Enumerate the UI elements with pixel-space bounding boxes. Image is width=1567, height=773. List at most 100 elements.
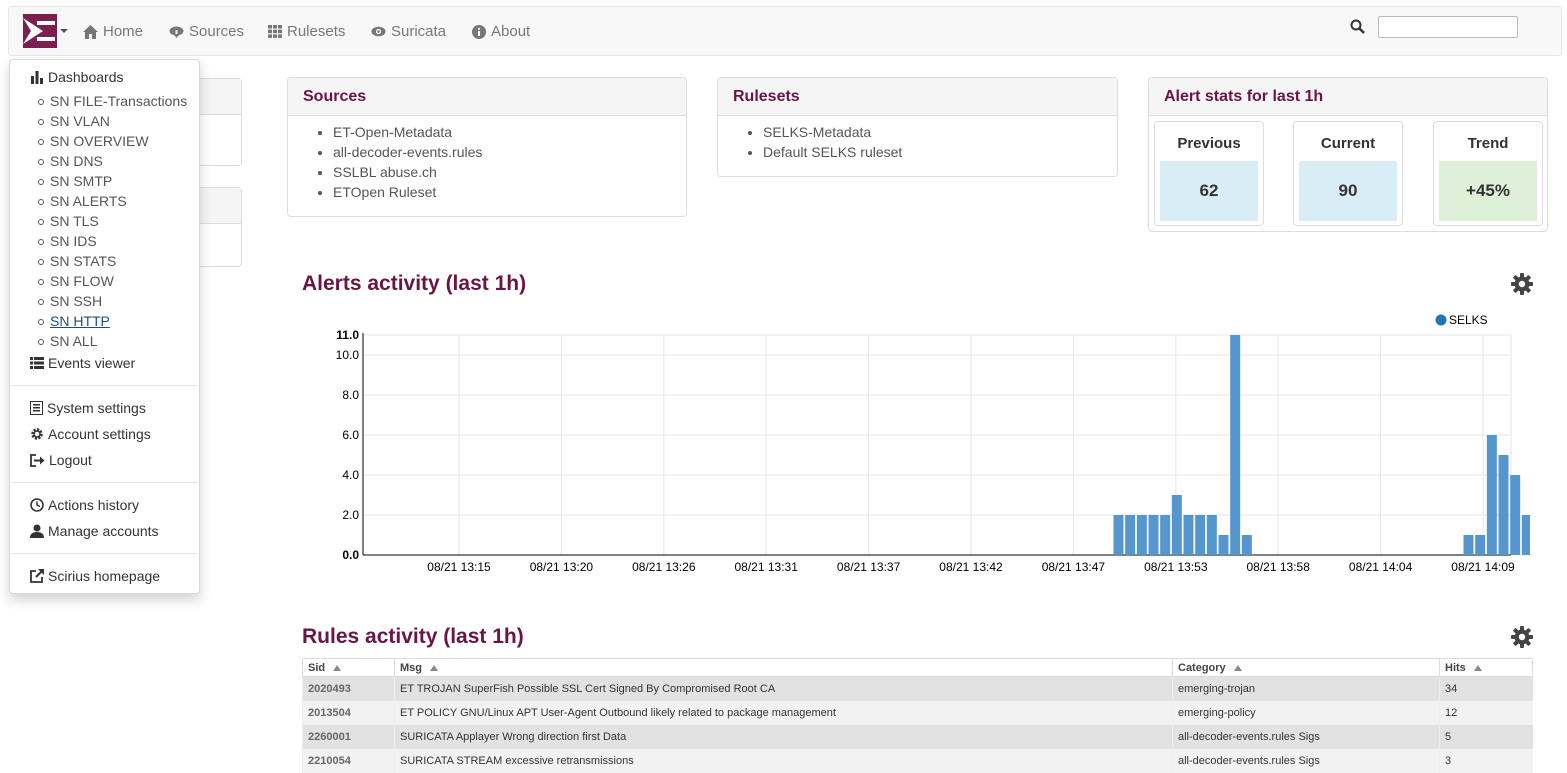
cell-sid[interactable]: 2020493 <box>302 676 395 701</box>
x-tick-label: 08/21 13:15 <box>427 560 491 574</box>
chart-bar <box>1160 515 1171 555</box>
chart-bar <box>1218 535 1229 555</box>
column-header-label: Msg <box>400 661 422 674</box>
chart-bar <box>1148 515 1159 555</box>
x-tick-label: 08/21 13:31 <box>734 560 798 574</box>
nav-sources-label: Sources <box>189 23 245 40</box>
source-item[interactable]: ET-Open-Metadata <box>333 122 686 142</box>
column-header-sid[interactable]: Sid <box>302 658 395 677</box>
ruleset-item[interactable]: SELKS-Metadata <box>763 122 1117 142</box>
column-header-label: Category <box>1178 661 1226 674</box>
gear-icon[interactable] <box>1511 273 1533 295</box>
menu-events-viewer[interactable]: Events viewer <box>30 355 135 371</box>
cell-sid[interactable]: 2013504 <box>302 700 395 725</box>
bar-chart-icon <box>31 70 43 84</box>
stat-trend-value: +45% <box>1439 161 1537 221</box>
dashboard-item[interactable]: SN ALL <box>37 333 98 349</box>
nav-suricata[interactable]: Suricata <box>371 23 446 40</box>
cell-category: emerging-policy <box>1172 700 1440 725</box>
x-tick-label: 08/21 13:26 <box>632 560 696 574</box>
brand-dropdown-menu: Dashboards SN FILE-Transactions SN VLAN … <box>9 59 200 594</box>
dashboard-item-active[interactable]: SN HTTP <box>38 313 110 329</box>
source-item[interactable]: ETOpen Ruleset <box>333 182 686 202</box>
dashboard-item[interactable]: SN FILE-Transactions <box>37 93 188 109</box>
document-icon <box>30 401 43 415</box>
nav-about[interactable]: About <box>472 23 530 40</box>
dashboard-item[interactable]: SN OVERVIEW <box>38 133 149 149</box>
logout-icon <box>30 453 45 467</box>
y-tick-label: 6.0 <box>342 428 359 442</box>
stat-trend-label: Trend <box>1467 135 1509 152</box>
chart-bar <box>1521 515 1530 555</box>
dashboard-item[interactable]: SN VLAN <box>38 113 110 129</box>
grid-icon <box>268 25 282 38</box>
rulesets-panel: Rulesets SELKS-Metadata Default SELKS ru… <box>717 77 1118 177</box>
sort-icon <box>430 664 438 671</box>
x-tick-label: 08/21 13:47 <box>1042 560 1106 574</box>
rules-activity-table: Sid Msg Category Hits 2020493 ET TROJAN … <box>302 658 1533 773</box>
column-header-msg[interactable]: Msg <box>394 658 1173 677</box>
nav-home[interactable]: Home <box>83 23 143 40</box>
dashboard-item[interactable]: SN DNS <box>38 153 103 169</box>
dashboard-item[interactable]: SN STATS <box>37 253 117 269</box>
table-row[interactable]: 2210054 SURICATA STREAM excessive retran… <box>302 748 1533 773</box>
table-header-row: Sid Msg Category Hits <box>302 658 1533 677</box>
x-tick-label: 08/21 13:42 <box>939 560 1003 574</box>
column-header-hits[interactable]: Hits <box>1439 658 1533 677</box>
search-icon[interactable] <box>1350 19 1365 34</box>
dashboard-item[interactable]: SN IDS <box>38 233 97 249</box>
table-row[interactable]: 2020493 ET TROJAN SuperFish Possible SSL… <box>302 676 1533 701</box>
menu-events-viewer-label: Events viewer <box>48 355 136 371</box>
table-row[interactable]: 2013504 ET POLICY GNU/Linux APT User-Age… <box>302 700 1533 725</box>
table-row[interactable]: 2260001 SURICATA Applayer Wrong directio… <box>302 724 1533 749</box>
clock-icon <box>30 498 44 512</box>
home-icon <box>83 24 98 39</box>
stat-previous-value: 62 <box>1160 161 1258 221</box>
dashboard-item[interactable]: SN FLOW <box>38 273 114 289</box>
menu-actions-history-label: Actions history <box>48 497 140 513</box>
chart-bar <box>1510 475 1521 555</box>
cell-category: all-decoder-events.rules Sigs <box>1172 748 1440 773</box>
dashboard-item[interactable]: SN SSH <box>37 293 103 309</box>
x-tick-label: 08/21 14:04 <box>1349 560 1413 574</box>
column-header-category[interactable]: Category <box>1172 658 1440 677</box>
menu-divider <box>11 482 198 483</box>
y-tick-label: 0.0 <box>342 548 359 562</box>
scirius-logo[interactable] <box>23 14 57 48</box>
gear-icon[interactable] <box>1511 626 1533 648</box>
chart-bar <box>1230 335 1241 555</box>
legend-label: SELKS <box>1449 313 1488 327</box>
y-tick-label: 4.0 <box>342 468 359 482</box>
cell-msg: ET POLICY GNU/Linux APT User-Agent Outbo… <box>394 700 1173 725</box>
menu-system-settings-label: System settings <box>47 400 146 416</box>
x-tick-label: 08/21 14:09 <box>1451 560 1515 574</box>
source-item[interactable]: all-decoder-events.rules <box>333 142 686 162</box>
menu-system-settings[interactable]: System settings <box>30 400 146 416</box>
menu-manage-accounts[interactable]: Manage accounts <box>30 523 159 539</box>
chart-bar <box>1206 515 1217 555</box>
dashboard-item[interactable]: SN SMTP <box>37 173 113 189</box>
cell-sid[interactable]: 2210054 <box>302 748 395 773</box>
source-item[interactable]: SSLBL abuse.ch <box>333 162 686 182</box>
search-input[interactable] <box>1378 16 1518 38</box>
nav-rulesets[interactable]: Rulesets <box>268 23 345 40</box>
ruleset-item[interactable]: Default SELKS ruleset <box>763 142 1117 162</box>
chevron-down-icon[interactable] <box>60 29 68 33</box>
menu-actions-history[interactable]: Actions history <box>30 497 139 513</box>
chart-bar <box>1136 515 1147 555</box>
sort-icon <box>333 664 342 671</box>
chart-bar <box>1475 535 1486 555</box>
menu-scirius-homepage[interactable]: Scirius homepage <box>30 568 160 584</box>
menu-logout[interactable]: Logout <box>30 452 92 468</box>
rulesets-list: SELKS-Metadata Default SELKS ruleset <box>718 122 1117 162</box>
menu-dashboards-label: Dashboards <box>48 69 124 85</box>
menu-account-settings[interactable]: Account settings <box>30 426 151 442</box>
x-tick-label: 08/21 13:20 <box>530 560 594 574</box>
menu-dashboards[interactable]: Dashboards <box>30 69 124 85</box>
chart-bar <box>1195 515 1206 555</box>
cell-sid[interactable]: 2260001 <box>302 724 395 749</box>
nav-sources[interactable]: Sources <box>169 23 244 40</box>
dashboard-item[interactable]: SN TLS <box>38 213 99 229</box>
chart-bar <box>1486 435 1497 555</box>
dashboard-item[interactable]: SN ALERTS <box>38 193 127 209</box>
